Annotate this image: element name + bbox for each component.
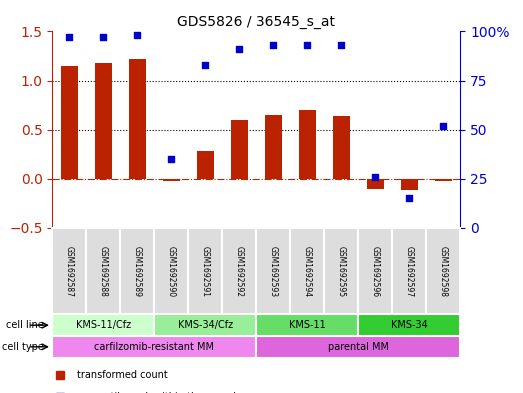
Bar — [367, 179, 384, 189]
Text: transformed count: transformed count — [77, 370, 167, 380]
Point — [99, 34, 108, 40]
Text: GSM1692598: GSM1692598 — [439, 246, 448, 297]
Point — [337, 42, 345, 48]
Text: GSM1692591: GSM1692591 — [201, 246, 210, 297]
FancyBboxPatch shape — [154, 228, 188, 314]
FancyBboxPatch shape — [256, 336, 460, 358]
FancyBboxPatch shape — [188, 228, 222, 314]
Point — [167, 156, 175, 162]
Title: GDS5826 / 36545_s_at: GDS5826 / 36545_s_at — [177, 15, 335, 29]
Text: percentile rank within the sample: percentile rank within the sample — [77, 392, 242, 393]
Bar — [265, 115, 282, 179]
Bar — [61, 66, 78, 179]
Bar — [231, 120, 248, 179]
Text: carfilzomib-resistant MM: carfilzomib-resistant MM — [94, 342, 214, 352]
Bar — [401, 179, 418, 189]
Point — [201, 62, 209, 68]
Point — [303, 42, 311, 48]
Point — [371, 174, 379, 180]
Text: GSM1692595: GSM1692595 — [337, 246, 346, 297]
Text: KMS-11: KMS-11 — [289, 320, 326, 330]
FancyBboxPatch shape — [290, 228, 324, 314]
Bar — [197, 151, 214, 179]
Point — [65, 34, 73, 40]
FancyBboxPatch shape — [52, 336, 256, 358]
Text: GSM1692587: GSM1692587 — [65, 246, 74, 297]
FancyBboxPatch shape — [426, 228, 460, 314]
Text: cell type: cell type — [2, 342, 44, 352]
Point — [439, 123, 447, 129]
Point — [235, 46, 243, 52]
FancyBboxPatch shape — [120, 228, 154, 314]
Text: GSM1692593: GSM1692593 — [269, 246, 278, 297]
FancyBboxPatch shape — [222, 228, 256, 314]
Point — [269, 42, 277, 48]
Point — [405, 195, 413, 202]
Text: GSM1692589: GSM1692589 — [133, 246, 142, 297]
Bar — [333, 116, 350, 179]
Text: KMS-34: KMS-34 — [391, 320, 428, 330]
FancyBboxPatch shape — [52, 228, 86, 314]
FancyBboxPatch shape — [52, 314, 154, 336]
Text: GSM1692592: GSM1692592 — [235, 246, 244, 297]
FancyBboxPatch shape — [256, 228, 290, 314]
Text: GSM1692596: GSM1692596 — [371, 246, 380, 297]
Text: KMS-11/Cfz: KMS-11/Cfz — [76, 320, 131, 330]
FancyBboxPatch shape — [358, 314, 460, 336]
FancyBboxPatch shape — [392, 228, 426, 314]
Bar — [163, 179, 180, 181]
FancyBboxPatch shape — [154, 314, 256, 336]
Text: GSM1692594: GSM1692594 — [303, 246, 312, 297]
Text: GSM1692590: GSM1692590 — [167, 246, 176, 297]
Text: GSM1692588: GSM1692588 — [99, 246, 108, 297]
Bar — [435, 179, 452, 181]
FancyBboxPatch shape — [256, 314, 358, 336]
Text: KMS-34/Cfz: KMS-34/Cfz — [178, 320, 233, 330]
Bar — [129, 59, 146, 179]
FancyBboxPatch shape — [324, 228, 358, 314]
Bar — [299, 110, 316, 179]
Text: GSM1692597: GSM1692597 — [405, 246, 414, 297]
Point — [133, 32, 141, 39]
FancyBboxPatch shape — [86, 228, 120, 314]
Bar — [95, 63, 112, 179]
Text: cell line: cell line — [6, 320, 44, 330]
Text: parental MM: parental MM — [328, 342, 389, 352]
FancyBboxPatch shape — [358, 228, 392, 314]
